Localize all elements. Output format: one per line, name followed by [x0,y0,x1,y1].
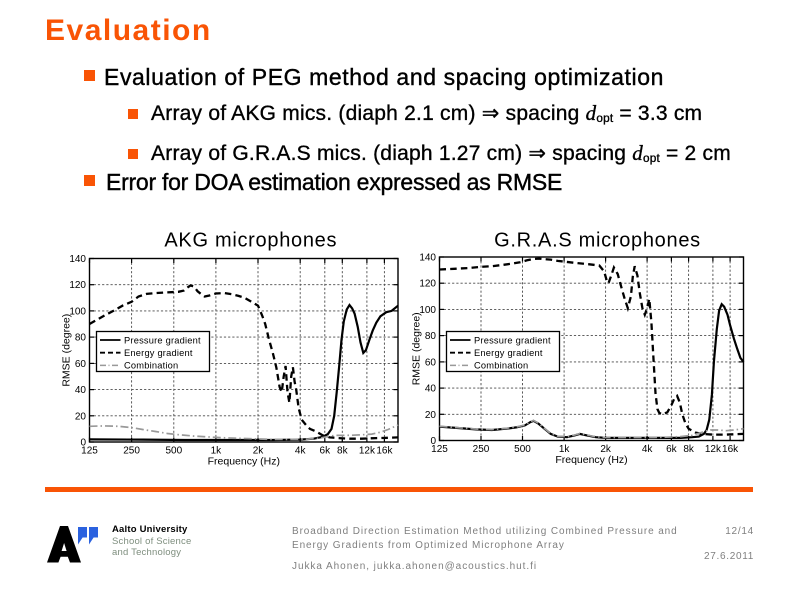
svg-text:RMSE (degree): RMSE (degree) [411,312,423,385]
svg-text:80: 80 [75,333,87,344]
svg-text:4k: 4k [295,446,307,457]
svg-text:500: 500 [514,444,531,455]
svg-text:140: 140 [69,254,86,265]
svg-text:500: 500 [165,446,182,457]
svg-text:20: 20 [75,411,87,422]
svg-text:RMSE (degree): RMSE (degree) [61,314,73,387]
svg-text:4k: 4k [642,444,654,455]
svg-text:100: 100 [419,305,436,316]
svg-text:40: 40 [425,384,437,395]
svg-text:60: 60 [425,357,437,368]
svg-text:140: 140 [419,253,436,264]
svg-text:100: 100 [69,306,86,317]
svg-text:125: 125 [431,444,448,455]
svg-text:Combination: Combination [474,361,528,371]
svg-text:60: 60 [75,359,87,370]
svg-text:8k: 8k [337,446,349,457]
svg-text:125: 125 [81,446,98,457]
svg-text:Pressure gradient: Pressure gradient [474,335,551,345]
svg-text:8k: 8k [683,444,695,455]
svg-text:120: 120 [419,279,436,290]
svg-text:Frequency (Hz): Frequency (Hz) [555,454,627,466]
svg-text:6k: 6k [320,446,332,457]
svg-text:2k: 2k [253,446,265,457]
svg-text:Combination: Combination [124,361,178,371]
svg-text:2k: 2k [600,444,612,455]
svg-text:AKG microphones: AKG microphones [164,230,337,252]
svg-text:16k: 16k [376,446,393,457]
svg-text:0: 0 [430,436,436,447]
svg-text:16k: 16k [722,444,739,455]
svg-text:12k: 12k [359,446,376,457]
svg-text:40: 40 [75,385,87,396]
svg-text:1k: 1k [211,446,223,457]
svg-text:Energy gradient: Energy gradient [124,348,193,358]
svg-text:80: 80 [425,331,437,342]
svg-text:G.R.A.S microphones: G.R.A.S microphones [494,230,701,252]
svg-text:0: 0 [80,438,86,449]
svg-text:20: 20 [425,410,437,421]
svg-text:250: 250 [123,446,140,457]
svg-text:12k: 12k [705,444,722,455]
svg-text:1k: 1k [559,444,571,455]
svg-text:Energy gradient: Energy gradient [474,348,543,358]
svg-text:250: 250 [473,444,490,455]
svg-text:6k: 6k [666,444,678,455]
svg-text:Frequency (Hz): Frequency (Hz) [208,456,280,468]
svg-text:120: 120 [69,280,86,291]
svg-text:Pressure gradient: Pressure gradient [124,335,201,345]
